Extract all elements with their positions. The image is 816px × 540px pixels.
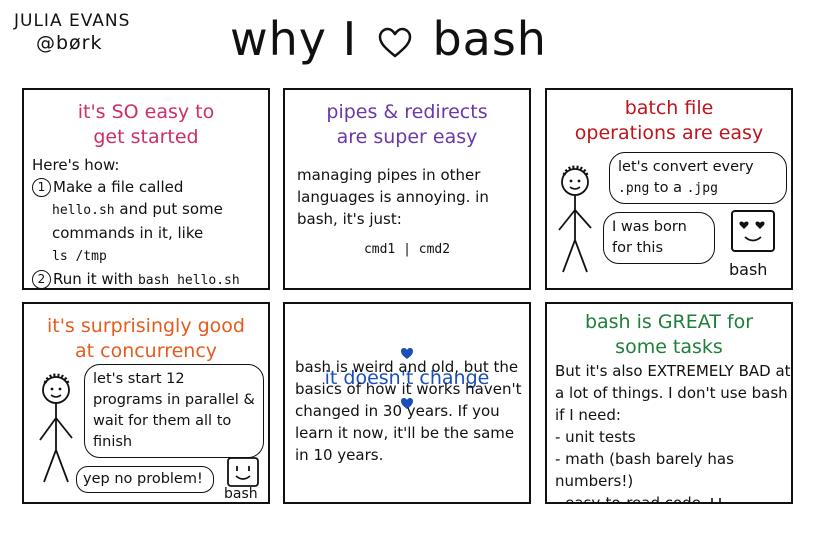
list-item: - unit tests: [555, 428, 636, 446]
title-text-after: bash: [432, 12, 547, 66]
panel-batch: batch file operations are easy let's con…: [545, 88, 793, 290]
panel-title: it's SO easy to get started: [77, 101, 215, 148]
speech-bubble-human: let's convert every .png to a .jpg: [609, 152, 787, 204]
stick-figure-icon: [39, 373, 73, 483]
panel-body: Here's how: 1 Make a file called hello.sh…: [32, 154, 268, 288]
author-name: JULIA EVANS: [14, 11, 131, 31]
panel-easy-start: it's SO easy to get started Here's how: …: [22, 88, 270, 290]
author-handle: @børk: [36, 32, 103, 54]
panel-pipes: pipes & redirects are super easy managin…: [283, 88, 531, 290]
code-pipe: cmd1 | cmd2: [363, 242, 451, 257]
step-number: 1: [32, 178, 51, 197]
comic-title: why I bash: [230, 12, 547, 66]
heart-filled-icon: [401, 348, 413, 359]
intro-text: But it's also EXTREMELY BAD at a lot of …: [555, 362, 791, 424]
panel-title: it doesn't change: [285, 316, 529, 416]
code-command: ls /tmp: [52, 249, 107, 264]
code-run: bash hello.sh: [137, 273, 240, 288]
panel-body: But it's also EXTREMELY BAD at a lot of …: [555, 360, 791, 504]
panel-title: batch file operations are easy: [574, 97, 764, 144]
bash-label: bash: [224, 486, 258, 502]
title-text-before: why I: [230, 12, 358, 66]
list-item: - math (bash barely has numbers!): [555, 450, 734, 490]
panel-title: bash is GREAT for some tasks: [584, 311, 754, 358]
stick-figure-icon: [558, 165, 592, 273]
speech-bubble-bash: yep no problem!: [76, 466, 214, 493]
panel-body: managing pipes in other languages is ann…: [297, 166, 489, 228]
bash-terminal-smile-icon: [227, 457, 259, 487]
step-number: 2: [32, 270, 51, 288]
panel-unchanged: it doesn't change bash is weird and old,…: [283, 302, 531, 504]
step-1: 1 Make a file called: [32, 176, 268, 198]
bash-label: bash: [729, 260, 768, 279]
panel-great: bash is GREAT for some tasks But it's al…: [545, 302, 793, 504]
heart-filled-icon: [401, 398, 413, 409]
bash-terminal-heart-eyes-icon: [731, 210, 775, 252]
panel-body: bash is weird and old, but the basics of…: [295, 358, 522, 464]
step-2: 2 Run it with bash hello.sh: [32, 268, 268, 288]
speech-bubble-bash: I was born for this: [603, 212, 715, 264]
panel-concurrency: it's surprisingly good at concurrency le…: [22, 302, 270, 504]
heart-outline-icon: [378, 27, 412, 57]
smile-icon: [710, 497, 721, 502]
panel-title: pipes & redirects are super easy: [326, 101, 488, 148]
panel-title: it's surprisingly good at concurrency: [46, 315, 245, 362]
list-item: - easy-to-read code: [555, 494, 701, 504]
code-filename: hello.sh: [52, 203, 115, 218]
intro-text: Here's how:: [32, 156, 120, 174]
speech-bubble-human: let's start 12 programs in parallel & wa…: [84, 364, 264, 458]
author-credit: JULIA EVANS @børk: [14, 10, 130, 54]
